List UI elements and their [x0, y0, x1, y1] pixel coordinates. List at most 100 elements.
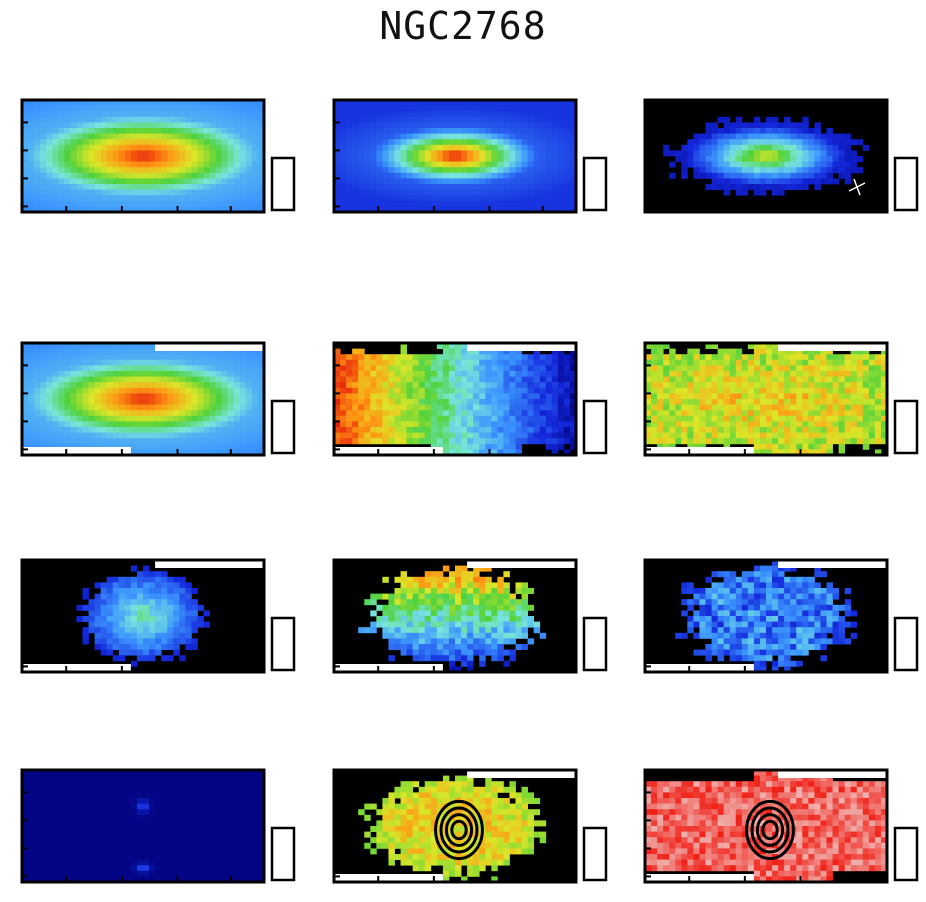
map-cell — [551, 200, 559, 207]
map-cell — [155, 111, 162, 118]
map-cell — [729, 582, 737, 589]
map-cell — [479, 365, 486, 372]
map-cell — [94, 399, 102, 405]
map-cell — [203, 150, 210, 157]
map-cell — [747, 161, 755, 168]
map-cell — [473, 599, 480, 606]
map-cell — [418, 438, 426, 445]
map-cell — [563, 133, 571, 140]
map-cell — [155, 122, 162, 129]
map-cell — [215, 393, 223, 400]
map-cell — [233, 404, 241, 411]
map-cell — [185, 421, 192, 428]
map-cell — [239, 404, 247, 411]
map-cell — [185, 139, 192, 146]
map-cell — [46, 415, 53, 422]
map-cell — [424, 139, 432, 146]
map-cell — [203, 348, 210, 355]
map-cell — [203, 172, 210, 179]
map-cell — [509, 432, 516, 439]
map-cell — [515, 105, 522, 112]
map-cell — [203, 100, 210, 106]
map-cell — [346, 150, 353, 157]
map-cell — [430, 432, 438, 439]
map-cell — [124, 122, 132, 129]
map-cell — [430, 189, 438, 196]
map-cell — [167, 616, 174, 622]
map-cell — [473, 638, 480, 645]
map-cell — [76, 128, 83, 134]
map-cell — [814, 156, 821, 162]
map-cell — [94, 410, 102, 417]
map-cell — [179, 404, 186, 411]
map-cell — [173, 415, 180, 422]
map-cell — [388, 359, 395, 366]
map-cell — [705, 393, 712, 400]
map-cell — [448, 387, 456, 394]
map-cell — [215, 144, 223, 151]
map-cell — [34, 432, 41, 439]
map-cell — [149, 343, 156, 349]
map-cell — [82, 365, 89, 372]
map-cell — [382, 387, 389, 394]
map-cell — [485, 627, 492, 634]
map-cell — [448, 150, 456, 157]
map-cell — [191, 610, 198, 617]
map-cell — [257, 150, 265, 157]
map-cell — [545, 432, 553, 439]
map-cell — [94, 156, 102, 162]
map-cell — [124, 649, 132, 656]
map-cell — [40, 387, 47, 394]
map-cell — [729, 571, 737, 578]
map-cell — [473, 116, 480, 123]
map-cell — [376, 616, 383, 622]
map-cell — [442, 415, 450, 422]
map-cell — [161, 348, 168, 355]
map-cell — [233, 161, 241, 168]
map-cell — [358, 387, 365, 394]
map-cell — [118, 172, 126, 179]
map-cell — [400, 365, 407, 372]
map-cell — [106, 371, 114, 377]
map-cell — [485, 432, 492, 439]
map-cell — [545, 443, 553, 450]
map-cell — [406, 128, 414, 134]
map-cell — [388, 404, 395, 411]
map-cell — [545, 195, 553, 202]
map-cell — [521, 593, 528, 600]
map-cell — [741, 133, 749, 140]
map-cell — [503, 387, 510, 394]
map-cell — [772, 588, 779, 594]
map-cell — [705, 588, 712, 594]
map-cell — [563, 365, 571, 372]
map-cell — [790, 421, 797, 428]
map-cell — [705, 371, 712, 377]
map-cell — [473, 610, 480, 617]
map-cell — [418, 359, 426, 366]
map-cell — [143, 582, 150, 589]
map-cell — [185, 632, 192, 639]
map-cell — [826, 167, 833, 174]
map-cell — [759, 432, 767, 439]
map-cell — [76, 189, 83, 196]
map-cell — [88, 393, 95, 400]
map-cell — [669, 399, 676, 405]
map-cell — [52, 427, 59, 433]
map-cell — [790, 449, 797, 456]
map-cell — [28, 371, 35, 377]
map-cell — [22, 200, 29, 207]
map-cell — [197, 371, 204, 377]
map-cell — [784, 133, 791, 140]
map-cell — [539, 415, 547, 422]
map-cell — [436, 354, 444, 361]
map-cell — [412, 365, 420, 372]
map-cell — [257, 200, 265, 207]
map-cell — [856, 393, 864, 400]
map-cell — [382, 122, 389, 129]
map-cell — [693, 399, 700, 405]
map-cell — [22, 438, 29, 445]
map-cell — [747, 371, 755, 377]
map-cell — [418, 184, 426, 190]
map-cell — [479, 599, 486, 606]
map-cell — [58, 365, 65, 372]
